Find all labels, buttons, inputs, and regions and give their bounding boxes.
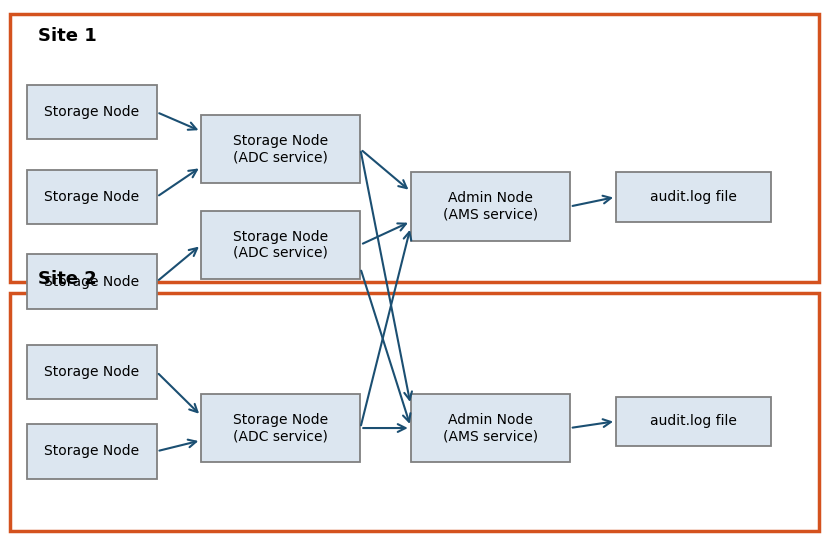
FancyBboxPatch shape [27, 85, 157, 139]
FancyBboxPatch shape [27, 424, 157, 479]
FancyBboxPatch shape [616, 397, 771, 446]
Text: Admin Node
(AMS service): Admin Node (AMS service) [442, 413, 538, 443]
Text: Storage Node: Storage Node [44, 444, 139, 458]
FancyBboxPatch shape [616, 172, 771, 222]
Text: audit.log file: audit.log file [650, 190, 737, 204]
FancyBboxPatch shape [411, 394, 570, 462]
Text: Site 2: Site 2 [38, 270, 96, 288]
Text: Storage Node
(ADC service): Storage Node (ADC service) [233, 134, 328, 164]
FancyBboxPatch shape [10, 293, 819, 531]
Text: Storage Node: Storage Node [44, 365, 139, 379]
FancyBboxPatch shape [27, 345, 157, 399]
FancyBboxPatch shape [27, 170, 157, 224]
Text: Storage Node: Storage Node [44, 105, 139, 119]
FancyBboxPatch shape [201, 115, 360, 183]
Text: Site 1: Site 1 [38, 27, 96, 45]
Text: Storage Node
(ADC service): Storage Node (ADC service) [233, 230, 328, 260]
Text: Storage Node: Storage Node [44, 275, 139, 289]
FancyBboxPatch shape [10, 14, 819, 282]
Text: Storage Node
(ADC service): Storage Node (ADC service) [233, 413, 328, 443]
Text: Storage Node: Storage Node [44, 190, 139, 204]
FancyBboxPatch shape [27, 254, 157, 309]
Text: Admin Node
(AMS service): Admin Node (AMS service) [442, 191, 538, 222]
Text: audit.log file: audit.log file [650, 414, 737, 428]
FancyBboxPatch shape [201, 394, 360, 462]
FancyBboxPatch shape [411, 172, 570, 241]
FancyBboxPatch shape [201, 211, 360, 279]
